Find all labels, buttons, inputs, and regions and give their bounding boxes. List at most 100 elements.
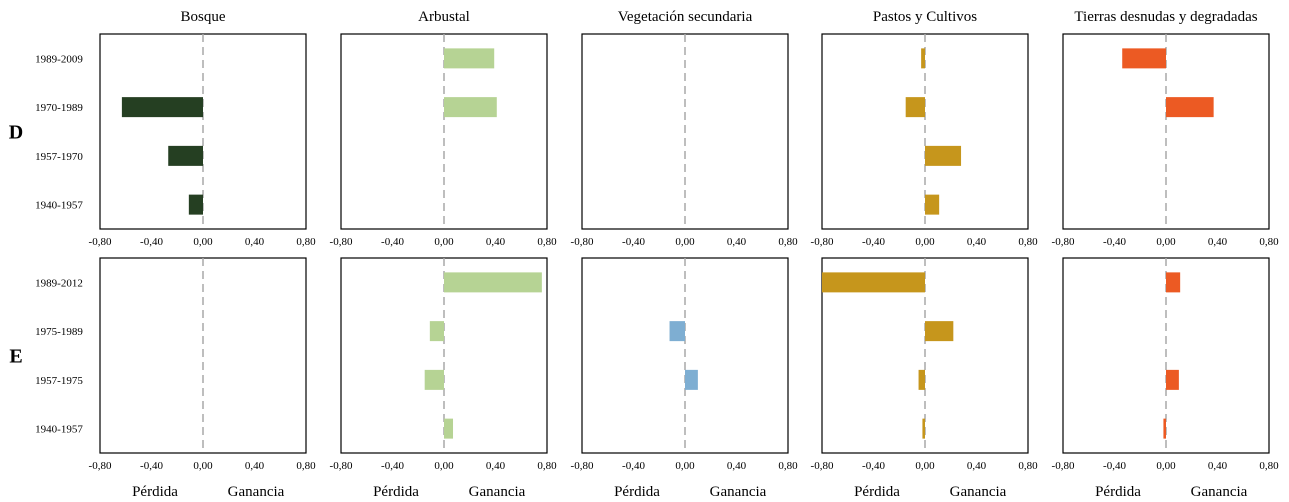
x-tick-label: 0,40 xyxy=(486,236,506,248)
period-label: 1940-1957 xyxy=(35,200,83,212)
x-tick-label: 0,00 xyxy=(1156,236,1176,248)
x-tick-label: -0,80 xyxy=(330,460,353,472)
bar xyxy=(444,48,495,69)
gain-label: Ganancia xyxy=(950,484,1007,500)
gain-label: Ganancia xyxy=(710,484,767,500)
period-label: 1989-2009 xyxy=(35,53,83,65)
x-tick-label: 0,80 xyxy=(1259,236,1279,248)
x-tick-label: -0,40 xyxy=(622,236,645,248)
x-tick-label: -0,80 xyxy=(1052,460,1075,472)
period-label: 1957-1970 xyxy=(35,151,83,163)
x-tick-label: 0,80 xyxy=(537,236,557,248)
x-tick-label: 0,80 xyxy=(1018,460,1038,472)
bar xyxy=(918,369,925,390)
x-tick-label: 0,40 xyxy=(1208,236,1228,248)
bar xyxy=(822,272,925,293)
x-tick-label: 0,80 xyxy=(296,236,316,248)
loss-label: Pérdida xyxy=(373,484,419,500)
bar xyxy=(1166,97,1214,118)
x-tick-label: 0,40 xyxy=(486,460,506,472)
x-tick-label: -0,40 xyxy=(862,236,885,248)
x-tick-label: 0,40 xyxy=(727,460,747,472)
period-label: 1989-2012 xyxy=(35,277,83,289)
column-title: Vegetación secundaria xyxy=(618,9,753,25)
gain-label: Ganancia xyxy=(469,484,526,500)
x-tick-label: 0,80 xyxy=(778,460,798,472)
bar xyxy=(905,97,925,118)
x-tick-label: -0,80 xyxy=(811,236,834,248)
x-tick-label: -0,40 xyxy=(140,460,163,472)
loss-label: Pérdida xyxy=(614,484,660,500)
x-tick-label: 0,00 xyxy=(193,460,213,472)
bar xyxy=(444,272,542,293)
bar xyxy=(1166,369,1179,390)
bar xyxy=(925,194,940,215)
x-tick-label: -0,40 xyxy=(1103,460,1126,472)
x-tick-label: 0,40 xyxy=(727,236,747,248)
x-tick-label: -0,80 xyxy=(811,460,834,472)
loss-label: Pérdida xyxy=(132,484,178,500)
period-label: 1957-1975 xyxy=(35,375,83,387)
x-tick-label: 0,40 xyxy=(245,460,265,472)
x-tick-label: 0,00 xyxy=(915,236,935,248)
column-title: Tierras desnudas y degradadas xyxy=(1074,9,1257,25)
x-tick-label: 0,00 xyxy=(193,236,213,248)
x-tick-label: 0,00 xyxy=(434,236,454,248)
period-label: 1975-1989 xyxy=(35,326,83,338)
bar xyxy=(121,97,203,118)
x-tick-label: -0,80 xyxy=(89,236,112,248)
x-tick-label: 0,00 xyxy=(675,236,695,248)
period-label: 1970-1989 xyxy=(35,102,83,114)
bar xyxy=(429,321,444,342)
bar xyxy=(669,321,685,342)
x-tick-label: -0,40 xyxy=(622,460,645,472)
loss-label: Pérdida xyxy=(854,484,900,500)
x-tick-label: -0,40 xyxy=(862,460,885,472)
x-tick-label: -0,40 xyxy=(140,236,163,248)
column-title: Arbustal xyxy=(418,9,470,25)
x-tick-label: 0,80 xyxy=(537,460,557,472)
loss-label: Pérdida xyxy=(1095,484,1141,500)
bar xyxy=(444,418,454,439)
x-tick-label: 0,40 xyxy=(967,460,987,472)
x-tick-label: -0,80 xyxy=(89,460,112,472)
x-tick-label: 0,00 xyxy=(1156,460,1176,472)
column-title: Pastos y Cultivos xyxy=(873,9,977,25)
x-tick-label: -0,80 xyxy=(1052,236,1075,248)
x-tick-label: 0,00 xyxy=(915,460,935,472)
x-tick-label: 0,80 xyxy=(1259,460,1279,472)
bar xyxy=(1122,48,1166,69)
gain-label: Ganancia xyxy=(1191,484,1248,500)
bar xyxy=(921,48,925,69)
x-tick-label: 0,40 xyxy=(967,236,987,248)
period-label: 1940-1957 xyxy=(35,424,83,436)
x-tick-label: 0,40 xyxy=(245,236,265,248)
bar xyxy=(925,321,954,342)
x-tick-label: -0,80 xyxy=(330,236,353,248)
x-tick-label: 0,80 xyxy=(778,236,798,248)
row-label: E xyxy=(9,346,22,368)
bar xyxy=(188,194,203,215)
x-tick-label: -0,80 xyxy=(571,460,594,472)
gain-label: Ganancia xyxy=(228,484,285,500)
x-tick-label: 0,00 xyxy=(675,460,695,472)
x-tick-label: -0,80 xyxy=(571,236,594,248)
bar xyxy=(424,369,444,390)
x-tick-label: -0,40 xyxy=(1103,236,1126,248)
bar xyxy=(1163,418,1166,439)
bar xyxy=(444,97,497,118)
row-label: D xyxy=(9,122,23,144)
x-tick-label: -0,40 xyxy=(381,236,404,248)
column-title: Bosque xyxy=(181,9,226,25)
x-tick-label: -0,40 xyxy=(381,460,404,472)
bar xyxy=(925,145,962,166)
x-tick-label: 0,80 xyxy=(1018,236,1038,248)
x-tick-label: 0,00 xyxy=(434,460,454,472)
x-tick-label: 0,40 xyxy=(1208,460,1228,472)
bar xyxy=(685,369,698,390)
bar xyxy=(168,145,203,166)
x-tick-label: 0,80 xyxy=(296,460,316,472)
bar xyxy=(1166,272,1181,293)
bar xyxy=(922,418,925,439)
